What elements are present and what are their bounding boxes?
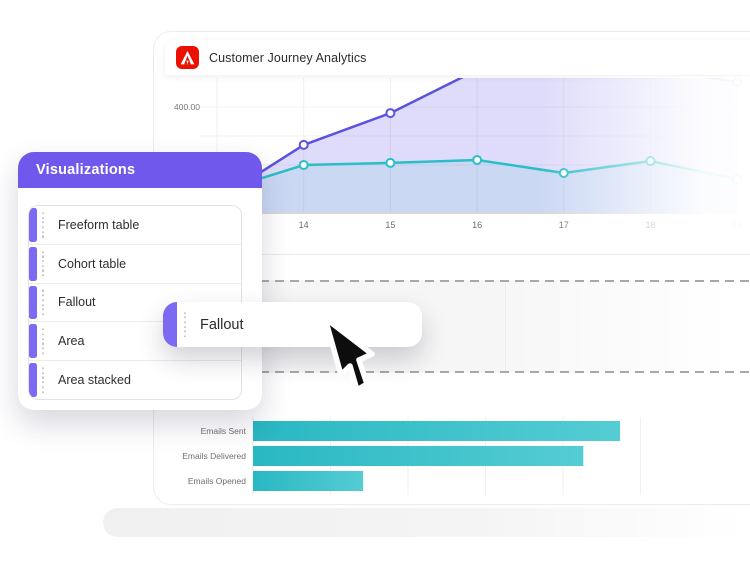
x-axis-tick-label: 17 [558, 220, 569, 230]
bar-category-label: Emails Opened [187, 476, 246, 486]
drag-handle-icon [184, 311, 187, 338]
viz-item-label: Area [58, 334, 85, 349]
drag-handle-icon [42, 212, 45, 238]
item-accent-bar [29, 208, 37, 242]
dragged-item-fallout[interactable]: Fallout [163, 302, 422, 347]
viz-item-area[interactable]: Area [29, 322, 241, 362]
drop-zone-dashed-border-top [200, 280, 750, 282]
bar-chart-card [163, 413, 740, 499]
app-header: Customer Journey Analytics [165, 40, 750, 75]
viz-item-label: Fallout [58, 295, 96, 310]
drag-handle-icon [42, 367, 45, 393]
drag-accent-bar [163, 302, 177, 347]
x-axis-tick-label: 15 [385, 220, 396, 230]
drop-zone-dashed-border-bottom [200, 371, 750, 373]
item-accent-bar [29, 363, 37, 397]
viz-item-fallout[interactable]: Fallout [29, 284, 241, 323]
dragged-item-label: Fallout [200, 316, 244, 333]
bar-category-label: Emails Sent [200, 426, 246, 436]
x-axis-tick-label: 18 [645, 220, 656, 230]
viz-item-label: Area stacked [58, 373, 131, 388]
drop-zone-column-divider [505, 282, 506, 371]
adobe-logo-icon [176, 46, 199, 69]
x-axis-tick-label: 19 [732, 220, 743, 230]
viz-item-cohort-table[interactable]: Cohort table [29, 245, 241, 284]
visualizations-panel-title: Visualizations [36, 162, 136, 178]
section-divider [200, 254, 750, 255]
item-accent-bar [29, 285, 37, 320]
laptop-base [103, 508, 750, 537]
visualizations-panel: Visualizations Freeform table Cohort tabl… [18, 152, 262, 410]
viz-item-freeform-table[interactable]: Freeform table [29, 206, 241, 245]
item-accent-bar [29, 324, 37, 359]
viz-item-label: Freeform table [58, 217, 140, 232]
y-axis-tick-label: 400.00 [174, 102, 200, 112]
x-axis-tick-label: 14 [298, 220, 309, 230]
item-accent-bar [29, 246, 37, 281]
drag-handle-icon [42, 289, 45, 316]
bar-category-label: Emails Delivered [182, 451, 246, 461]
drag-handle-icon [42, 250, 45, 277]
drag-handle-icon [42, 328, 45, 355]
visualizations-panel-header: Visualizations [18, 152, 262, 188]
app-title: Customer Journey Analytics [209, 50, 367, 65]
viz-item-label: Cohort table [58, 256, 127, 271]
x-axis-tick-label: 16 [472, 220, 483, 230]
viz-item-area-stacked[interactable]: Area stacked [29, 361, 241, 399]
